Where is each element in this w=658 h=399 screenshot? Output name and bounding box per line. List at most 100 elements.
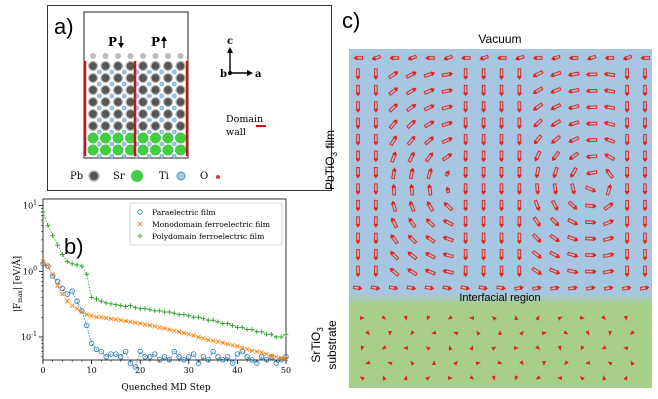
polarization-arrow [552,166,559,179]
substrate-arrow [388,331,392,336]
polarization-arrow [389,55,399,61]
polarization-arrow [550,199,559,211]
polarization-arrow [391,167,397,180]
ti-atom [121,69,127,75]
polarization-arrow [550,86,562,95]
ti-atom [171,93,177,99]
polarization-arrow [549,216,560,227]
polarization-arrow [406,135,416,146]
arrow-up-icon [161,36,167,48]
polarization-arrow [407,54,418,61]
data-point [98,298,104,304]
polarization-arrow [443,202,454,212]
substrate-arrow [425,376,431,381]
polarization-arrow [481,265,487,278]
data-point [181,312,187,317]
ti-atom [109,141,115,147]
polarization-arrow [481,249,487,261]
data-point [88,340,95,347]
data-point [186,354,192,360]
data-point [201,336,206,341]
x-tick-label: 40 [232,366,242,375]
substrate-arrow [579,315,585,320]
polarization-arrow [463,68,469,80]
ti-atom [109,93,115,99]
data-point [103,300,109,306]
surface-atom [152,53,159,59]
ti-atom [109,117,115,123]
ti-atom [121,153,127,159]
data-point [191,314,197,320]
data-point [60,252,65,257]
pb-atom [150,120,161,132]
polarization-arrow [498,84,505,97]
ti-atom [96,141,102,147]
polarization-arrow [550,285,560,291]
ti-atom [159,141,165,147]
data-point [123,318,128,324]
polarization-arrow [624,167,630,179]
data-point [103,354,109,360]
polarization-arrow [516,101,522,113]
substrate-arrow [585,330,590,336]
sr-atom [112,144,124,156]
substrate-arrow [557,376,563,381]
pb-atom [112,120,124,132]
y-axis-label-sub: max [17,290,24,303]
data-point [190,351,197,357]
data-point [269,331,274,337]
structure-figure: a) P P c b a Domain wall [54,11,266,182]
substrate-arrow [601,345,607,350]
ti-atom [146,93,152,99]
polarization-arrow [373,249,379,261]
polarization-arrow [603,136,616,144]
polarization-arrow [497,55,507,61]
polarization-arrow [373,265,379,278]
data-point [64,291,70,297]
substrate-arrow [360,316,365,320]
data-point [230,342,235,348]
pb-atom [137,84,149,96]
pb-atom [162,84,174,96]
polarization-arrow [481,134,487,146]
data-point [157,325,162,330]
ti-atom [109,153,115,159]
pb-atom [137,72,149,84]
polarization-arrow [389,268,400,277]
polarization-arrow [442,268,454,275]
data-point [210,338,216,343]
polarization-arrow [463,167,469,179]
polarization-arrow [390,251,400,261]
data-point [152,351,158,357]
substrate-arrow [476,330,481,336]
polarization-arrow [604,153,616,162]
ti-atom [146,105,152,111]
data-point [239,348,245,355]
polarization-arrow [603,88,616,94]
data-point [167,327,172,332]
polarization-arrow [388,119,398,130]
polarization-arrow [604,55,615,61]
polarization-arrow [642,68,648,80]
film-label: PbTiO3 film [323,130,339,190]
pb-atom [100,60,111,72]
sr-atom [137,144,149,156]
substrate-arrow [469,316,475,321]
data-point [98,348,105,355]
ti-atom [96,117,102,123]
polarization-arrow [373,117,379,130]
polarization-arrow [481,150,487,163]
panel-b-label: b) [64,234,84,259]
polarization-arrow [516,167,522,179]
polarization-arrow [624,101,630,113]
substrate-arrow [453,331,459,336]
pb-atom [162,96,174,108]
polarization-arrow [624,249,630,261]
polarization-arrow [352,285,363,291]
ti-atom [171,141,177,147]
ti-atom [121,93,127,99]
substrate-arrow [607,361,613,366]
sr-atom-icon [131,170,143,182]
sr-atom [150,144,161,156]
substrate-arrow [448,376,453,380]
